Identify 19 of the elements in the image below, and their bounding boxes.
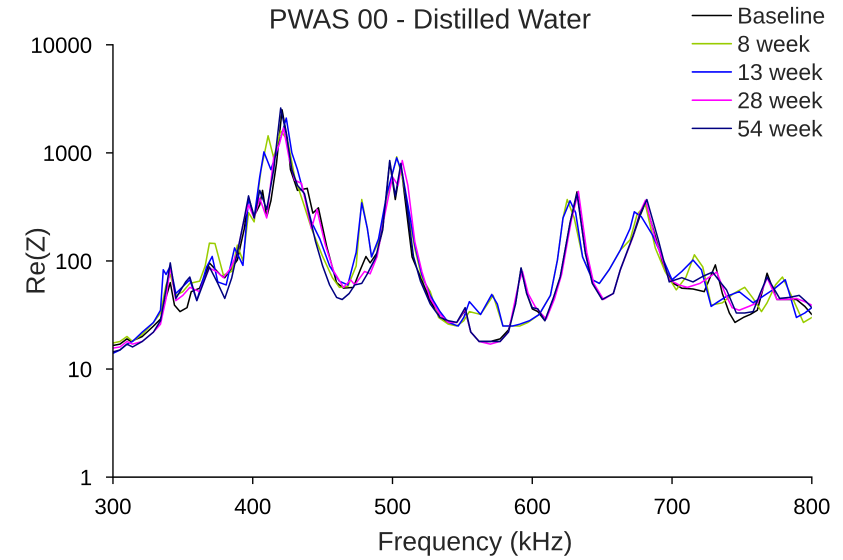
x-axis-title: Frequency (kHz)	[380, 531, 571, 556]
y-tick-label: 1	[81, 470, 92, 486]
legend-label: 8 week	[738, 35, 810, 52]
x-tick-label: 800	[794, 498, 830, 514]
y-axis-title: Re(Z)	[25, 228, 50, 293]
x-tick-label: 500	[374, 498, 410, 514]
legend-label: 28 week	[738, 92, 823, 108]
legend-label: 54 week	[738, 120, 823, 137]
chart-title: PWAS 00 - Distilled Water	[271, 8, 591, 29]
legend-label: Baseline	[739, 6, 824, 24]
y-tick-label: 10000	[32, 37, 92, 54]
x-tick-label: 300	[95, 498, 131, 514]
x-tick-label: 400	[234, 498, 270, 514]
x-tick-label: 700	[654, 498, 690, 514]
legend-label: 13 week	[739, 63, 823, 80]
y-tick-label: 10	[69, 362, 92, 378]
y-tick-label: 100	[56, 253, 92, 270]
x-tick-label: 600	[514, 498, 550, 514]
y-tick-label: 1000	[44, 145, 92, 162]
